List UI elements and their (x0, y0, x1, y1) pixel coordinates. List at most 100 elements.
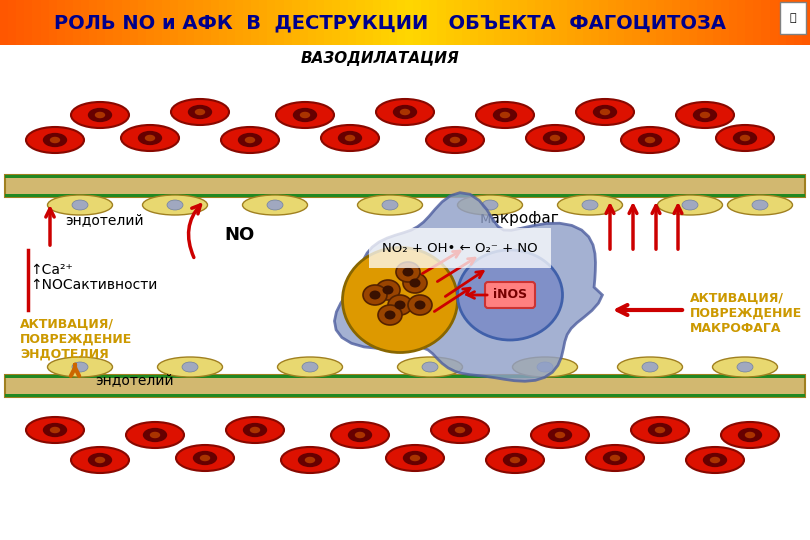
Ellipse shape (716, 125, 774, 151)
Bar (178, 0, 186, 45)
Bar (770, 0, 778, 45)
Ellipse shape (382, 286, 394, 294)
Bar (672, 0, 680, 45)
Ellipse shape (238, 133, 262, 147)
Bar (0, 0, 8, 45)
Text: АКТИВАЦИЯ/: АКТИВАЦИЯ/ (690, 292, 784, 305)
Text: NO: NO (225, 226, 255, 244)
Bar (146, 0, 154, 45)
Bar (5, 175, 805, 178)
Ellipse shape (72, 200, 88, 210)
Bar (32, 0, 40, 45)
Ellipse shape (157, 357, 223, 377)
Bar (389, 0, 397, 45)
Ellipse shape (121, 125, 179, 151)
Ellipse shape (637, 133, 663, 147)
Bar (559, 0, 567, 45)
Ellipse shape (599, 109, 610, 115)
Ellipse shape (363, 285, 387, 305)
Bar (454, 0, 462, 45)
Ellipse shape (338, 131, 362, 145)
Bar (73, 0, 81, 45)
Ellipse shape (276, 102, 334, 128)
Bar (656, 0, 664, 45)
Bar (154, 0, 162, 45)
Ellipse shape (378, 305, 402, 325)
Bar (429, 0, 437, 45)
Bar (502, 0, 510, 45)
Bar (186, 0, 194, 45)
Ellipse shape (87, 108, 112, 122)
Ellipse shape (752, 200, 768, 210)
Ellipse shape (87, 453, 112, 467)
Ellipse shape (582, 200, 598, 210)
Ellipse shape (48, 357, 113, 377)
Bar (413, 0, 421, 45)
Bar (97, 0, 105, 45)
Ellipse shape (676, 102, 734, 128)
Bar (397, 0, 405, 45)
Ellipse shape (548, 428, 572, 442)
Text: АКТИВАЦИЯ/: АКТИВАЦИЯ/ (20, 318, 114, 331)
Ellipse shape (167, 200, 183, 210)
Ellipse shape (393, 105, 417, 119)
Ellipse shape (476, 102, 534, 128)
Ellipse shape (586, 445, 644, 471)
Text: МАКРОФАГА: МАКРОФАГА (690, 321, 782, 334)
Ellipse shape (355, 432, 365, 438)
Bar (780, 2, 806, 34)
Bar (462, 0, 470, 45)
Ellipse shape (658, 195, 723, 215)
Ellipse shape (388, 295, 412, 315)
Bar (219, 0, 227, 45)
Ellipse shape (686, 447, 744, 473)
Ellipse shape (298, 453, 322, 467)
Ellipse shape (95, 112, 105, 118)
Bar (202, 0, 211, 45)
Bar (40, 0, 49, 45)
Ellipse shape (740, 135, 750, 141)
Ellipse shape (500, 112, 510, 118)
Ellipse shape (293, 108, 318, 122)
Ellipse shape (410, 279, 420, 287)
Ellipse shape (710, 457, 720, 463)
Bar (405, 0, 413, 45)
Ellipse shape (450, 137, 460, 143)
Bar (5, 375, 805, 378)
Ellipse shape (410, 455, 420, 461)
Text: iNOS: iNOS (493, 288, 527, 301)
Ellipse shape (617, 357, 683, 377)
Bar (575, 0, 583, 45)
Bar (478, 0, 486, 45)
Ellipse shape (345, 135, 356, 141)
Ellipse shape (422, 362, 438, 372)
Bar (211, 0, 219, 45)
Bar (632, 0, 640, 45)
Ellipse shape (143, 428, 167, 442)
Ellipse shape (526, 125, 584, 151)
Ellipse shape (357, 195, 423, 215)
Bar (138, 0, 146, 45)
Ellipse shape (331, 422, 389, 448)
Bar (713, 0, 721, 45)
Bar (640, 0, 648, 45)
Ellipse shape (95, 457, 105, 463)
Ellipse shape (145, 135, 156, 141)
Bar (300, 0, 308, 45)
Ellipse shape (126, 422, 184, 448)
Ellipse shape (300, 112, 310, 118)
Ellipse shape (245, 137, 255, 143)
Ellipse shape (382, 200, 398, 210)
Ellipse shape (176, 445, 234, 471)
Bar (510, 0, 518, 45)
Ellipse shape (642, 362, 658, 372)
Bar (65, 0, 73, 45)
Bar (518, 0, 526, 45)
Ellipse shape (48, 195, 113, 215)
Ellipse shape (443, 133, 467, 147)
Ellipse shape (403, 267, 413, 276)
Bar (267, 0, 275, 45)
Bar (729, 0, 737, 45)
Bar (591, 0, 599, 45)
Bar (705, 0, 713, 45)
